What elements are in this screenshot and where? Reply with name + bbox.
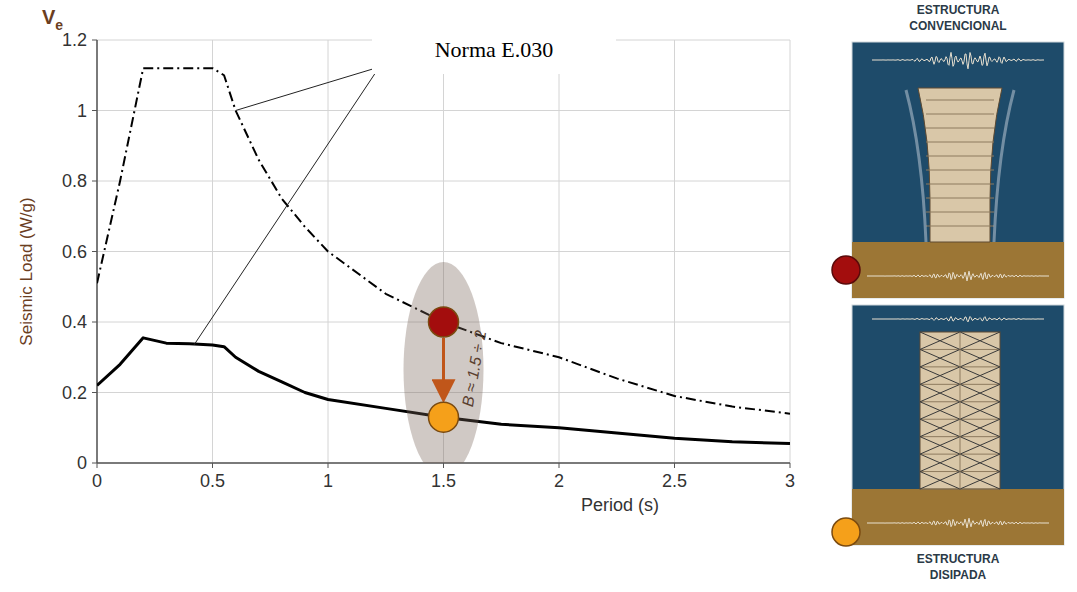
floor-line (926, 212, 994, 213)
x-tick (328, 463, 329, 468)
y-tick (92, 110, 97, 111)
panel-title: ESTRUCTURA (917, 552, 1000, 566)
soil (852, 242, 1064, 298)
damper-brace (960, 367, 1000, 384)
annotation-text: Norma E.030 (435, 37, 554, 62)
x-tick (790, 463, 791, 468)
x-tick-label: 3 (785, 471, 795, 491)
x-tick-label: 0.5 (200, 471, 225, 491)
building (920, 332, 1000, 489)
floor-line (926, 114, 994, 115)
y-tick-label: 0.4 (62, 312, 87, 332)
damper-brace (920, 402, 960, 419)
annotation-box (372, 24, 616, 74)
y-tick (92, 463, 97, 464)
y-axis-title: Seismic Load (W/g) (17, 197, 36, 345)
y-tick-label: 1 (77, 101, 87, 121)
panel-title: ESTRUCTURA (917, 3, 1000, 17)
damper-brace (960, 419, 1000, 436)
damper-brace (920, 419, 960, 436)
x-tick-label: 0 (92, 471, 102, 491)
sway-shadow (906, 90, 1014, 242)
damper-brace (960, 472, 1000, 489)
x-tick (97, 463, 98, 468)
x-tick-label: 1 (323, 471, 333, 491)
column-line (960, 332, 961, 489)
leader-line (194, 72, 376, 345)
floor-line (926, 156, 994, 157)
damper-brace (920, 437, 960, 454)
damper-brace (920, 367, 960, 384)
floor-line (926, 170, 994, 171)
damper-brace (920, 454, 960, 471)
y-tick-label: 0.8 (62, 171, 87, 191)
y-tick (92, 181, 97, 182)
panel-marker (832, 256, 860, 284)
y-symbol: Ve (42, 6, 63, 33)
y-symbol-sub: e (55, 17, 63, 33)
y-grid-line (97, 110, 790, 111)
panel-title: DISIPADA (930, 568, 987, 582)
series-group (97, 68, 790, 463)
damper-brace (920, 472, 960, 489)
seismic-wave (872, 317, 1044, 322)
damper-brace (920, 349, 960, 366)
damper-brace (960, 349, 1000, 366)
damper-brace (960, 384, 1000, 401)
point-marker (429, 307, 459, 337)
x-tick (674, 463, 675, 468)
panel-bg (852, 305, 1064, 545)
panel-marker (832, 518, 860, 546)
damper-brace (960, 332, 1000, 349)
seismic-wave (867, 518, 1049, 528)
y-tick-label: 0.2 (62, 383, 87, 403)
floor-line (926, 184, 994, 185)
y-tick-label: 1.2 (62, 30, 87, 50)
y-tick-label: 0 (77, 453, 87, 473)
page: 0 0.5 1 1.5 2 2.5 3 0 0.2 0.4 0.6 0.8 1 1.2 Seismic Lo… (0, 0, 1077, 592)
x-axis-title: Period (s) (581, 495, 659, 515)
panel-title: CONVENCIONAL (909, 19, 1006, 33)
y-tick-label: 0.6 (62, 242, 87, 262)
floor-line (926, 142, 994, 143)
seismic-wave (867, 271, 1049, 281)
y-tick (92, 40, 97, 41)
ratio-label: B ≈ 1.5 ÷ 2 (459, 329, 489, 408)
y-grid-line (97, 181, 790, 182)
building (918, 88, 1002, 242)
x-tick-label: 2.5 (662, 471, 687, 491)
seismic-wave (872, 52, 1044, 68)
soil (852, 489, 1064, 545)
damper-brace (960, 437, 1000, 454)
y-tick (92, 251, 97, 252)
y-tick (92, 322, 97, 323)
x-tick (559, 463, 560, 468)
x-tick (212, 463, 213, 468)
x-tick-label: 2 (554, 471, 564, 491)
y-tick (92, 392, 97, 393)
floor-line (926, 226, 994, 227)
reduction-arrow (442, 338, 445, 397)
series-line (97, 68, 790, 413)
floor-line (926, 100, 994, 101)
floor-line (926, 198, 994, 199)
y-symbol-base: V (42, 6, 56, 28)
damper-brace (960, 402, 1000, 419)
x-tick (443, 463, 444, 468)
series-line (97, 338, 790, 444)
x-tick-label: 1.5 (431, 471, 456, 491)
panel-conventional (852, 42, 1064, 298)
panel-dissipated (852, 305, 1064, 545)
damper-brace (960, 454, 1000, 471)
damper-brace (920, 384, 960, 401)
point-marker (429, 402, 459, 432)
floor-line (926, 128, 994, 129)
damper-brace (920, 332, 960, 349)
panel-bg (852, 42, 1064, 298)
y-grid-line (97, 251, 790, 252)
